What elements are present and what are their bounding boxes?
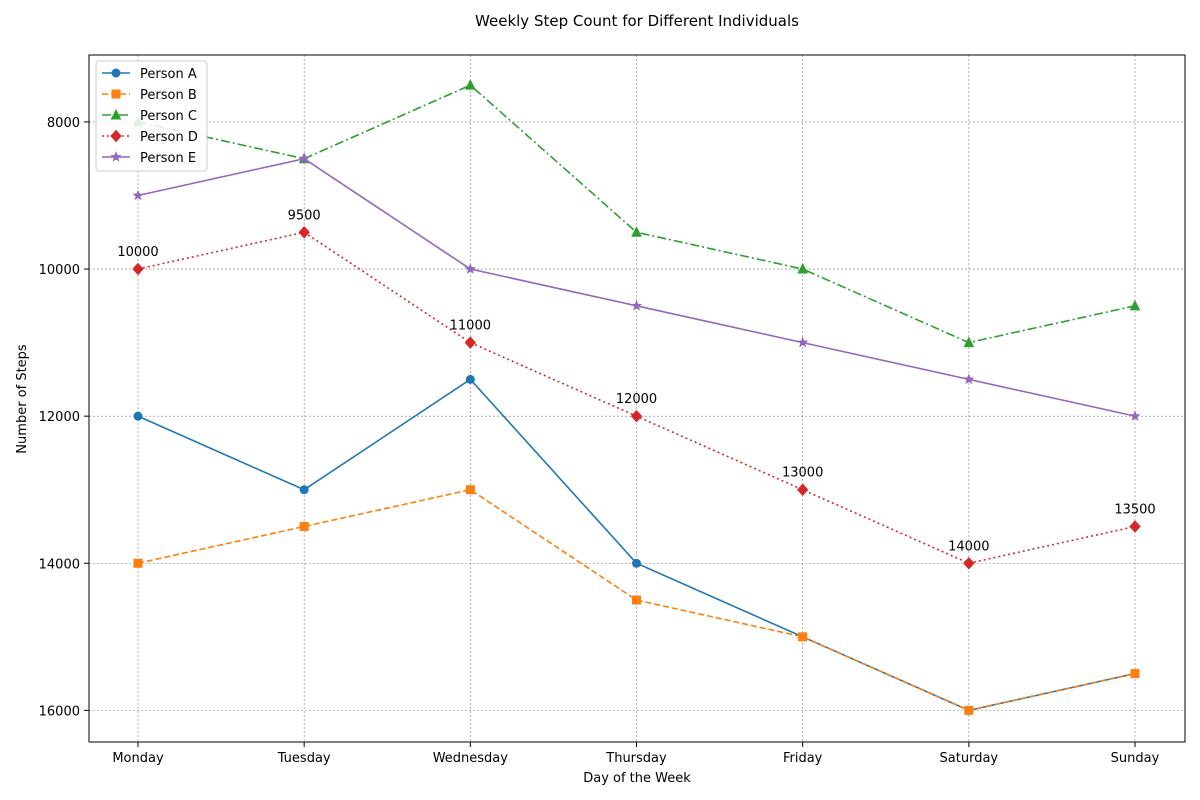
data-point [632, 558, 641, 568]
data-point [630, 409, 643, 423]
x-tick-label: Thursday [605, 751, 667, 766]
data-point [798, 632, 808, 642]
legend-marker [110, 108, 122, 120]
legend-box [95, 60, 208, 172]
y-tick-label: 12000 [39, 410, 80, 425]
data-point [133, 411, 143, 421]
data-point [1129, 410, 1141, 421]
data-point [963, 373, 975, 385]
axis-ticks: Monday Tuesday Wednesday Thursday Friday Satu… [39, 116, 1160, 766]
data-point [465, 374, 475, 384]
data-point [464, 336, 477, 349]
data-point [963, 557, 975, 570]
legend: Person A Person B Person C Person D Person E [95, 60, 208, 172]
legend-item: Person C [102, 108, 197, 124]
legend-label: Person B [140, 88, 197, 103]
y-axis-label: Number of Steps [15, 344, 30, 454]
data-point [464, 263, 476, 274]
data-point [465, 485, 475, 495]
data-point [298, 226, 310, 239]
legend-item: Person B [102, 88, 197, 103]
legend-item: Person E [102, 151, 196, 166]
data-point [1129, 520, 1141, 533]
data-label: 13000 [782, 466, 823, 481]
data-point [299, 521, 309, 531]
data-point [963, 336, 975, 348]
series-layer [132, 79, 1141, 715]
legend-label: Person C [140, 109, 197, 124]
data-point [132, 262, 144, 276]
legend-label: Person D [140, 130, 198, 145]
legend-marker [111, 89, 121, 99]
data-label: 14000 [948, 539, 989, 554]
series-person-d [132, 226, 1141, 570]
y-tick-label: 8000 [47, 116, 80, 131]
legend-label: Person A [140, 67, 197, 82]
series-person-b [133, 485, 1140, 715]
legend-marker [110, 129, 122, 143]
x-axis-label: Day of the Week [583, 771, 691, 786]
x-tick-label: Saturday [940, 751, 999, 766]
x-tick-label: Wednesday [433, 751, 509, 766]
chart-title: Weekly Step Count for Different Individu… [475, 12, 799, 30]
y-tick-label: 10000 [39, 263, 80, 278]
x-tick-label: Monday [112, 751, 164, 766]
annotation-layer: 10000 9500 11000 12000 13000 14000 13500 [117, 208, 1155, 554]
x-tick-label: Tuesday [277, 751, 331, 766]
data-point [133, 558, 143, 568]
data-point [298, 152, 310, 164]
data-point [1130, 669, 1140, 679]
data-point [797, 336, 809, 348]
data-point [631, 226, 642, 237]
legend-item: Person D [102, 129, 198, 145]
x-tick-label: Sunday [1111, 751, 1160, 766]
legend-marker [110, 151, 122, 162]
data-point [797, 262, 808, 274]
data-point [132, 189, 144, 201]
legend-label: Person E [140, 151, 196, 166]
data-label: 11000 [450, 319, 491, 334]
data-point [964, 705, 974, 715]
y-tick-label: 14000 [39, 557, 80, 572]
data-label: 9500 [288, 208, 321, 223]
data-point [632, 595, 641, 605]
legend-marker [111, 68, 121, 78]
data-point [630, 299, 643, 311]
x-tick-label: Friday [783, 751, 823, 766]
legend-item: Person A [102, 67, 197, 82]
y-tick-label: 16000 [39, 704, 80, 719]
data-point [465, 79, 476, 90]
data-point [796, 483, 809, 496]
data-label: 13500 [1114, 502, 1155, 517]
data-label: 12000 [616, 392, 657, 407]
series-person-e [132, 152, 1141, 421]
data-point [299, 485, 309, 495]
data-label: 10000 [117, 245, 158, 260]
data-point [1129, 299, 1141, 311]
